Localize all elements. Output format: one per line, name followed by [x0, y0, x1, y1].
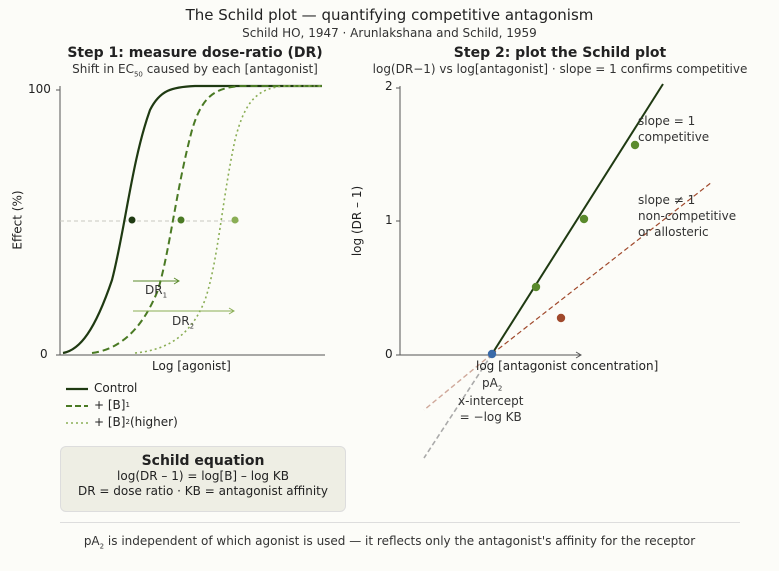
slope-1-annotation: slope = 1 competitive: [638, 114, 710, 144]
legend: Control + [B] 1 + [B] 2 (higher): [66, 380, 178, 431]
equation-line-2: DR = dose ratio · KB = antagonist affini…: [78, 484, 328, 498]
noncompetitive-point: [556, 313, 566, 323]
competitive-point-1: [531, 282, 541, 292]
left-xlabel: Log [agonist]: [152, 359, 231, 373]
figure-title: The Schild plot — quantifying competitiv…: [185, 6, 594, 24]
legend-control: Control: [94, 381, 138, 395]
equation-line-1: log(DR – 1) = log[B] – log KB: [117, 469, 289, 483]
ec50-control-point: [128, 216, 136, 224]
dr1-arrowhead: [173, 277, 180, 285]
right-ytick-label-2: 2: [385, 79, 393, 93]
competitive-point-3: [630, 140, 640, 150]
right-ytick-label-0: 0: [385, 347, 393, 361]
pa2-label: pA2: [482, 376, 503, 393]
right-panel-title: Step 2: plot the Schild plot: [453, 45, 667, 61]
left-panel-title: Step 1: measure dose-ratio (DR): [67, 45, 323, 61]
b1-curve: [91, 85, 322, 354]
dr2-label: DR2: [172, 314, 195, 331]
competitive-point-2: [579, 214, 589, 224]
dr2-arrowhead: [228, 307, 235, 315]
schild-equation-box: Schild equation log(DR – 1) = log[B] – l…: [60, 446, 346, 512]
x-intercept-point: [487, 349, 497, 359]
footer-note: pA2 is independent of which agonist is u…: [83, 534, 696, 551]
legend-b1: + [B] 1: [94, 398, 130, 412]
ec50-b2-point: [231, 216, 239, 224]
competitive-line: [491, 83, 664, 355]
competitive-extrapolation: [423, 353, 493, 459]
left-ytick-label-100: 100: [28, 82, 51, 96]
left-ytick-label-0: 0: [40, 347, 48, 361]
left-panel-subtitle: Shift in EC50 caused by each [antagonist…: [72, 62, 318, 79]
right-ylabel: log (DR – 1): [350, 185, 365, 257]
noncompetitive-line: [491, 181, 713, 355]
right-xlabel: log [antagonist concentration]: [476, 359, 659, 373]
left-ylabel: Effect (%): [10, 190, 25, 250]
ec50-b1-point: [177, 216, 185, 224]
equation-title: Schild equation: [141, 453, 265, 469]
control-curve: [62, 84, 322, 355]
figure-subtitle: Schild HO, 1947 · Arunlakshana and Schil…: [242, 26, 537, 40]
legend-b2: + [B] 2 (higher): [94, 415, 178, 429]
slope-not-1-annotation: slope ≠ 1 non-competitive or allosteric: [638, 193, 737, 239]
footer-divider: [60, 522, 740, 523]
right-x-axis-arrowhead: [575, 351, 582, 359]
dr1-label: DR1: [145, 283, 168, 300]
right-ytick-label-1: 1: [385, 213, 393, 227]
b2-curve: [134, 85, 322, 354]
x-intercept-label: x-intercept = −log KB: [458, 394, 524, 424]
right-panel-subtitle: log(DR−1) vs log[antagonist] · slope = 1…: [372, 62, 748, 76]
noncompetitive-extrapolation: [423, 353, 493, 411]
